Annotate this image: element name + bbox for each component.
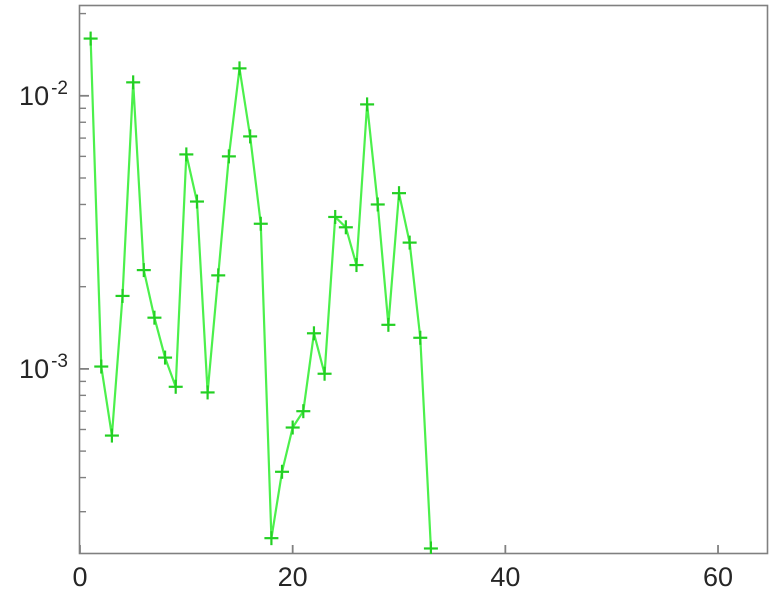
data-point-marker [83,31,98,46]
axes-frame [78,4,769,555]
data-point-marker [402,235,417,250]
x-axis-major-ticks [79,545,719,554]
y-axis-minor-ticks [80,12,86,513]
data-point-marker [115,288,130,303]
x-tick-label: 20 [278,562,308,592]
data-point-marker [179,147,194,162]
data-point-marker [296,404,311,419]
data-point-marker [158,350,173,365]
series-markers [83,31,438,554]
data-point-marker [317,366,332,381]
data-point-marker [349,258,364,273]
data-point-marker [275,464,290,479]
data-point-marker [221,149,236,164]
x-tick-label: 0 [72,562,87,592]
data-point-marker [189,194,204,209]
data-point-marker [392,186,407,201]
x-axis-tick-labels: 0 20 40 60 [72,562,733,592]
data-point-marker [285,420,300,435]
data-point-marker [94,359,109,374]
data-point-marker [253,216,268,231]
y-axis-tick-labels: 10-2 10-3 [19,78,68,384]
data-point-marker [413,330,428,345]
data-point-marker [104,428,119,443]
data-point-marker [211,268,226,283]
x-tick-label: 60 [703,562,733,592]
data-point-marker [338,220,353,235]
y-axis-major-ticks [80,94,89,370]
data-point-marker [423,541,438,554]
y-tick-label: 10 -2 [19,78,68,111]
data-point-marker [264,531,279,546]
data-point-marker [306,326,321,341]
y-tick-label: 10 -3 [19,351,68,384]
data-point-marker [200,385,215,400]
data-series-layer [83,31,438,554]
data-point-marker [168,379,183,394]
data-point-marker [147,310,162,325]
x-tick-label: 40 [490,562,520,592]
plot-area-border [78,4,769,555]
data-point-marker [126,75,141,90]
data-point-marker [136,263,151,278]
data-point-marker [381,317,396,332]
data-point-marker [360,97,375,112]
data-point-marker [328,209,343,224]
data-point-marker [370,197,385,212]
data-point-marker [232,61,247,76]
data-point-marker [243,129,258,144]
